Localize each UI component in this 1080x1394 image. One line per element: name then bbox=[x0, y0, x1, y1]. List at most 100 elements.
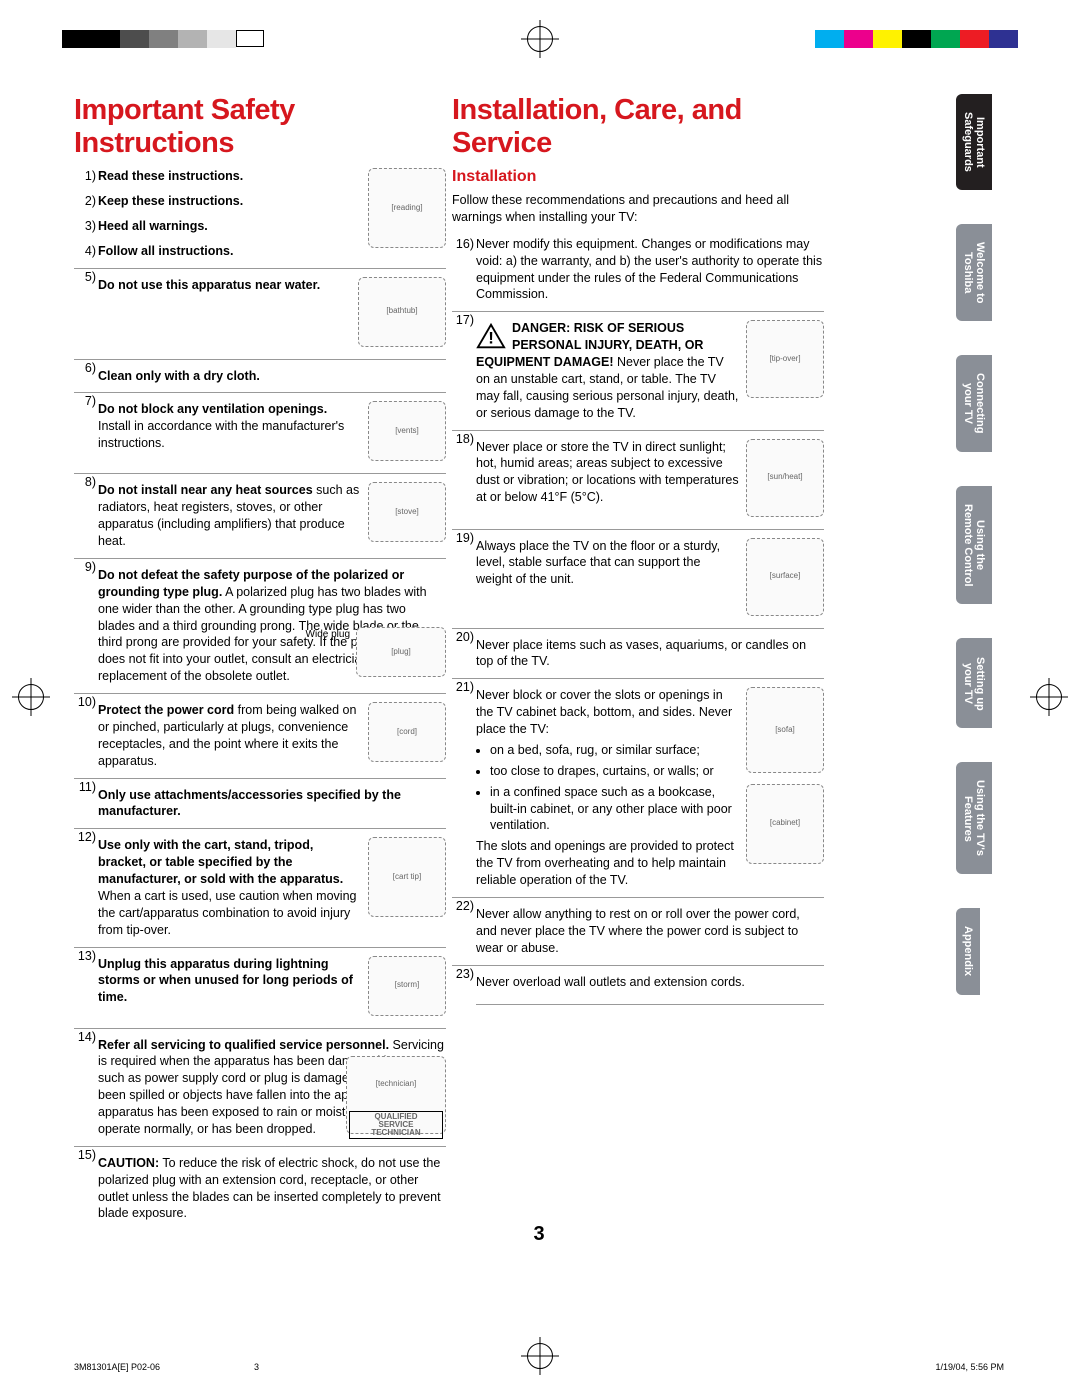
tab-remote[interactable]: Using theRemote Control bbox=[956, 486, 992, 605]
tab-1-l1: Welcome to bbox=[974, 242, 986, 304]
install-item-21: 21) [sofa] Never block or cover the slot… bbox=[452, 678, 824, 889]
tab-3-l2: Remote Control bbox=[962, 504, 974, 587]
swatch-row-left bbox=[62, 30, 264, 48]
safety-item-5: 5) [bathtub] Do not use this apparatus n… bbox=[74, 268, 446, 351]
section-tabs: ImportantSafeguards Welcome toToshiba Co… bbox=[956, 94, 1008, 1029]
badge-l3: TECHNICIAN bbox=[351, 1129, 441, 1137]
svg-text:!: ! bbox=[488, 329, 494, 348]
install-item-19-text: Always place the TV on the floor or a st… bbox=[476, 539, 720, 587]
tab-2-l1: Connecting bbox=[974, 373, 986, 434]
install-item-17: 17) [tip-over] ! DANGER: RISK OF SERIOUS… bbox=[452, 311, 824, 421]
column-installation: Installation, Care, and Service Installa… bbox=[452, 94, 824, 1013]
printer-marks bbox=[0, 30, 1080, 50]
safety-item-7-bold: Do not block any ventilation openings. bbox=[98, 402, 327, 416]
install-item-22: 22)Never allow anything to rest on or ro… bbox=[452, 897, 824, 957]
safety-item-5-text: Do not use this apparatus near water. bbox=[98, 278, 320, 292]
tab-welcome[interactable]: Welcome toToshiba bbox=[956, 224, 992, 322]
tab-connecting[interactable]: Connectingyour TV bbox=[956, 355, 992, 452]
tab-3-l1: Using the bbox=[974, 520, 986, 570]
illustration-cart: [cart tip] bbox=[368, 837, 446, 917]
tab-2-l2: your TV bbox=[962, 383, 974, 424]
safety-list: 1) [reading] Read these instructions. 2)… bbox=[74, 168, 446, 1222]
illustration-heat: [stove] bbox=[368, 482, 446, 542]
safety-item-10-bold: Protect the power cord bbox=[98, 703, 234, 717]
illustration-sunlight: [sun/heat] bbox=[746, 439, 824, 517]
safety-item-6: 6)Clean only with a dry cloth. bbox=[74, 359, 446, 385]
illustration-surface: [surface] bbox=[746, 538, 824, 616]
registration-mark-top bbox=[527, 26, 553, 52]
tab-4-l1: Setting up bbox=[974, 657, 986, 711]
registration-mark-left bbox=[18, 684, 44, 710]
safety-item-7: 7) [vents] Do not block any ventilation … bbox=[74, 392, 446, 465]
safety-item-12: 12) [cart tip] Use only with the cart, s… bbox=[74, 828, 446, 938]
tab-settingup[interactable]: Setting upyour TV bbox=[956, 638, 992, 728]
safety-item-7-text: Install in accordance with the manufactu… bbox=[98, 419, 344, 450]
safety-item-12-text: When a cart is used, use caution when mo… bbox=[98, 889, 356, 937]
safety-item-3: 3)Heed all warnings. bbox=[74, 218, 446, 235]
registration-mark-right bbox=[1036, 684, 1062, 710]
footer-docid: 3M81301A[E] P02-06 bbox=[74, 1362, 160, 1372]
safety-item-6-text: Clean only with a dry cloth. bbox=[98, 369, 260, 383]
safety-item-1: 1) [reading] Read these instructions. bbox=[74, 168, 446, 185]
subheading-installation: Installation bbox=[452, 168, 824, 186]
install-item-23: 23)Never overload wall outlets and exten… bbox=[452, 965, 824, 1006]
illustration-technician: [technician] QUALIFIED SERVICE TECHNICIA… bbox=[346, 1056, 446, 1134]
illustration-ventilation: [vents] bbox=[368, 401, 446, 461]
swatch-row-right bbox=[815, 30, 1018, 48]
install-item-20: 20)Never place items such as vases, aqua… bbox=[452, 628, 824, 671]
safety-item-14-bold: Refer all servicing to qualified service… bbox=[98, 1038, 389, 1052]
safety-item-2: 2)Keep these instructions. bbox=[74, 193, 446, 210]
safety-item-13-text: Unplug this apparatus during lightning s… bbox=[98, 957, 353, 1005]
install-item-22-text: Never allow anything to rest on or roll … bbox=[476, 907, 800, 955]
safety-item-3-text: Heed all warnings. bbox=[98, 219, 208, 233]
safety-item-11: 11)Only use attachments/accessories spec… bbox=[74, 778, 446, 821]
safety-item-9: 9) Do not defeat the safety purpose of t… bbox=[74, 558, 446, 685]
safety-item-8-bold: Do not install near any heat sources bbox=[98, 483, 313, 497]
tab-features[interactable]: Using the TV'sFeatures bbox=[956, 762, 992, 874]
page-content: Important Safety Instructions 1) [readin… bbox=[74, 94, 1004, 1234]
tab-5-l2: Features bbox=[962, 796, 974, 842]
safety-item-10: 10) [cord] Protect the power cord from b… bbox=[74, 693, 446, 770]
heading-installation: Installation, Care, and Service bbox=[452, 94, 824, 160]
heading-safety: Important Safety Instructions bbox=[74, 94, 446, 160]
safety-item-15-bold: CAUTION: bbox=[98, 1156, 159, 1170]
install-item-23-text: Never overload wall outlets and extensio… bbox=[476, 975, 745, 989]
footer-page: 3 bbox=[254, 1362, 259, 1372]
install-item-20-text: Never place items such as vases, aquariu… bbox=[476, 638, 806, 669]
footer-timestamp: 1/19/04, 5:56 PM bbox=[935, 1362, 1004, 1372]
safety-item-14: 14) Refer all servicing to qualified ser… bbox=[74, 1028, 446, 1138]
tab-appendix[interactable]: Appendix bbox=[956, 908, 980, 994]
install-item-18-text: Never place or store the TV in direct su… bbox=[476, 440, 739, 505]
tab-0-l1: Important bbox=[974, 117, 986, 168]
column-safety-instructions: Important Safety Instructions 1) [readin… bbox=[74, 94, 446, 1230]
install-21-b3-text: in a confined space such as a bookcase, … bbox=[490, 785, 732, 833]
registration-mark-bottom bbox=[527, 1343, 553, 1369]
install-item-21-tail: The slots and openings are provided to p… bbox=[476, 839, 734, 887]
installation-list: 16)Never modify this equipment. Changes … bbox=[452, 236, 824, 1006]
illustration-plug: [plug] bbox=[356, 627, 446, 677]
install-item-16-text: Never modify this equipment. Changes or … bbox=[476, 237, 822, 302]
install-item-19: 19) [surface] Always place the TV on the… bbox=[452, 529, 824, 620]
page-number: 3 bbox=[533, 1223, 544, 1246]
tab-1-l2: Toshiba bbox=[962, 252, 974, 293]
safety-item-4-text: Follow all instructions. bbox=[98, 244, 233, 258]
safety-item-11-text: Only use attachments/accessories specifi… bbox=[98, 788, 401, 819]
safety-item-8: 8) [stove] Do not install near any heat … bbox=[74, 473, 446, 550]
illustration-water: [bathtub] bbox=[358, 277, 446, 347]
illustration-lightning: [storm] bbox=[368, 956, 446, 1016]
safety-item-2-text: Keep these instructions. bbox=[98, 194, 243, 208]
install-item-16: 16)Never modify this equipment. Changes … bbox=[452, 236, 824, 304]
safety-item-13: 13) [storm] Unplug this apparatus during… bbox=[74, 947, 446, 1020]
installation-intro: Follow these recommendations and precaut… bbox=[452, 192, 824, 226]
tab-safeguards[interactable]: ImportantSafeguards bbox=[956, 94, 992, 190]
safety-item-4: 4)Follow all instructions. bbox=[74, 243, 446, 260]
qualified-badge: QUALIFIED SERVICE TECHNICIAN bbox=[349, 1111, 443, 1139]
wide-plug-label: Wide plug bbox=[306, 628, 350, 642]
illustration-cabinet: [cabinet] bbox=[746, 784, 824, 864]
illustration-tipover: [tip-over] bbox=[746, 320, 824, 398]
warning-triangle-icon: ! bbox=[476, 322, 506, 348]
install-item-21-lead: Never block or cover the slots or openin… bbox=[476, 688, 732, 736]
safety-item-1-text: Read these instructions. bbox=[98, 169, 243, 183]
tab-0-l2: Safeguards bbox=[962, 112, 974, 172]
tab-5-l1: Using the TV's bbox=[974, 780, 986, 856]
